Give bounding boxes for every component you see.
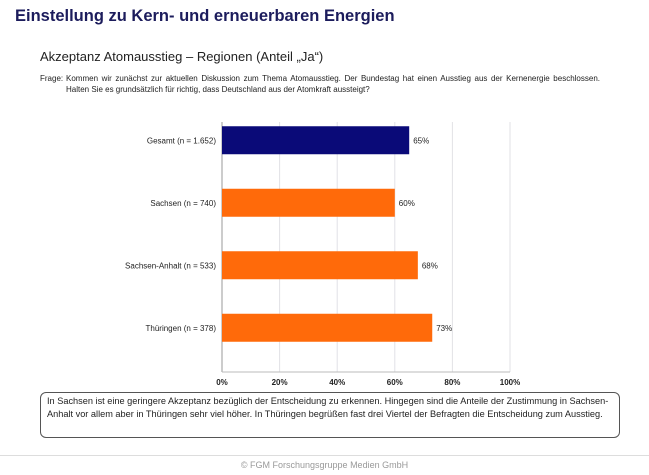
data-label: 60%	[399, 199, 415, 208]
x-tick-label: 80%	[444, 378, 460, 387]
x-tick-label: 40%	[329, 378, 345, 387]
chart-subtitle: Akzeptanz Atomausstieg – Regionen (Antei…	[40, 49, 324, 64]
data-label: 73%	[436, 324, 452, 333]
question-text: Kommen wir zunächst zur aktuellen Diskus…	[66, 74, 600, 94]
footer-divider	[0, 455, 649, 456]
bar	[222, 313, 433, 342]
bar	[222, 251, 418, 280]
bar-chart: 0% 20% 40% 60% 80% 100% Gesamt (n = 1.652) 65% S…	[125, 122, 520, 387]
question-label: Frage:	[40, 74, 64, 83]
summary-note: In Sachsen ist eine geringere Akzeptanz …	[40, 392, 620, 438]
data-label: 65%	[413, 136, 429, 145]
page-title: Einstellung zu Kern- und erneuerbaren En…	[15, 7, 395, 25]
footer-copyright: © FGM Forschungsgruppe Medien GmbH	[240, 460, 409, 470]
x-tick-label: 20%	[272, 378, 288, 387]
category-label: Thüringen (n = 378)	[146, 324, 217, 333]
category-label: Gesamt (n = 1.652)	[147, 136, 216, 145]
x-tick-label: 100%	[500, 378, 520, 387]
x-tick-label: 0%	[216, 378, 228, 387]
category-label: Sachsen (n = 740)	[150, 199, 216, 208]
question: Frage: Kommen wir zunächst zur aktuellen…	[40, 73, 600, 95]
data-label: 68%	[422, 261, 438, 270]
bar	[222, 188, 395, 217]
category-label: Sachsen-Anhalt (n = 533)	[125, 261, 216, 270]
bar	[222, 126, 410, 155]
x-tick-label: 60%	[387, 378, 403, 387]
